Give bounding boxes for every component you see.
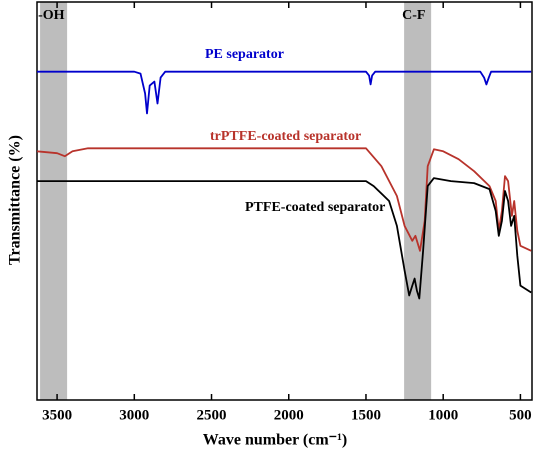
x-tick-label: 3500 [42,407,72,423]
plot-frame [36,1,533,401]
x-tick-label: 1500 [351,407,381,423]
series-label: PE separator [205,47,284,62]
band-label: -OH [38,8,65,23]
spectrum-line [37,70,532,115]
x-tick-label: 500 [509,407,532,423]
spectrum-line [36,147,532,252]
band-label: C-F [402,8,425,23]
x-tick-label: 3000 [119,407,149,423]
x-tick-label: 1000 [428,407,458,423]
highlight-band [40,2,68,400]
x-tick-label: 2500 [197,407,227,423]
series-label: PTFE-coated separator [245,200,385,215]
spectrum-line [37,177,532,300]
x-axis-label: Wave number (cm⁻¹) [203,432,347,449]
y-axis-label: Transmittance (%) [7,135,24,265]
series-label: trPTFE-coated separator [210,129,361,144]
x-tick-label: 2000 [274,407,304,423]
